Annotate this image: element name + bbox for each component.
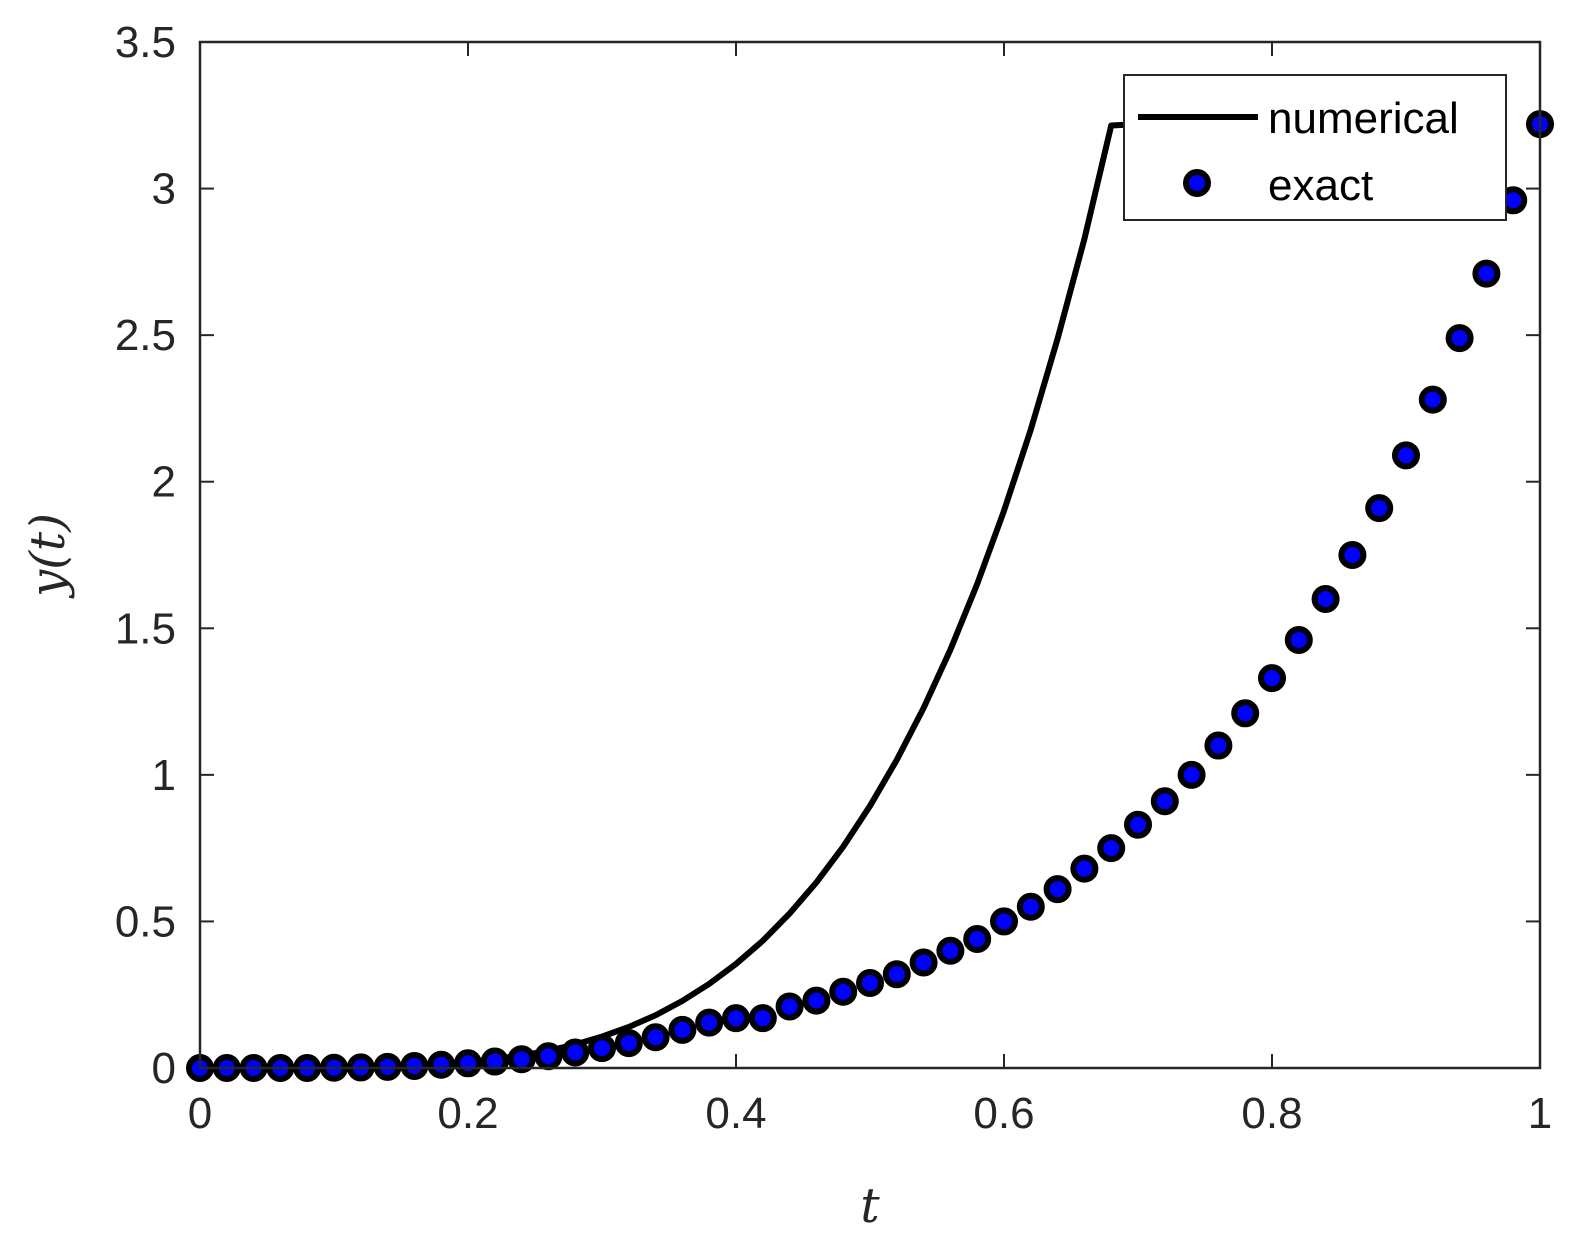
series-exact-point-36 <box>1150 787 1179 816</box>
legend: numerical exact <box>1123 74 1507 221</box>
series-exact-point-9 <box>427 1050 456 1079</box>
x-tick-label-4: 0.8 <box>1241 1089 1302 1138</box>
x-tick-label-2: 0.4 <box>705 1089 766 1138</box>
series-exact-point-16 <box>614 1029 643 1058</box>
series-exact-point-46 <box>1418 385 1447 414</box>
series-exact-point-14 <box>561 1038 590 1067</box>
series-exact-point-18 <box>668 1015 697 1044</box>
y-axis-label: y(t) <box>20 513 76 599</box>
legend-numerical-label: numerical <box>1268 94 1459 143</box>
series-exact-point-41 <box>1284 626 1313 655</box>
x-tick-label-1: 0.2 <box>437 1089 498 1138</box>
series-layer <box>186 110 1554 1082</box>
series-exact-point-31 <box>1016 892 1045 921</box>
series-exact-point-10 <box>454 1049 482 1078</box>
series-exact-point-21 <box>748 1004 777 1033</box>
series-exact-point-20 <box>722 1004 750 1033</box>
axes-box <box>198 40 1542 1070</box>
series-exact-point-28 <box>936 936 965 965</box>
series-exact-point-27 <box>909 948 938 977</box>
series-exact-point-12 <box>507 1045 536 1074</box>
series-exact-point-47 <box>1445 324 1474 353</box>
legend-exact-swatch <box>1183 169 1211 197</box>
series-exact-point-37 <box>1177 760 1206 789</box>
x-tick-label-0: 0 <box>188 1089 212 1138</box>
x-tick-label-5: 1 <box>1528 1089 1552 1138</box>
x-tick-label-3: 0.6 <box>973 1089 1034 1138</box>
legend-box <box>1123 74 1507 221</box>
series-exact-point-42 <box>1311 584 1340 613</box>
x-axis-label: t <box>860 1178 880 1234</box>
y-tick-label-5: 2.5 <box>115 311 176 360</box>
series-exact-point-38 <box>1204 731 1233 760</box>
series-exact-point-26 <box>882 960 911 989</box>
series-exact-point-43 <box>1338 541 1367 569</box>
series-exact-point-23 <box>802 986 831 1015</box>
y-tick-label-4: 2 <box>152 458 176 507</box>
series-exact-point-17 <box>641 1023 670 1052</box>
series-exact-point-45 <box>1392 441 1420 470</box>
series-exact-point-22 <box>775 992 804 1021</box>
series-exact-point-48 <box>1472 259 1501 288</box>
y-tick-label-7: 3.5 <box>115 18 176 67</box>
y-tick-label-6: 3 <box>152 165 176 214</box>
y-tick-label-1: 0.5 <box>115 897 176 946</box>
series-exact-point-35 <box>1124 810 1152 839</box>
y-tick-label-0: 0 <box>152 1044 176 1093</box>
series-exact-point-15 <box>588 1034 616 1063</box>
series-exact-point-33 <box>1070 854 1099 883</box>
series-exact-point-25 <box>856 968 884 997</box>
axis-tick-labels: 0 0.2 0.4 0.6 0.8 1 0 0.5 1 1.5 2 2.5 3 3.5 <box>115 18 1552 1138</box>
series-exact-point-8 <box>400 1051 429 1080</box>
series-exact-point-40 <box>1258 664 1286 693</box>
series-exact-point-39 <box>1231 699 1260 728</box>
series-exact-point-19 <box>695 1008 724 1037</box>
series-exact-point-32 <box>1043 875 1072 904</box>
y-tick-label-3: 1.5 <box>115 604 176 653</box>
series-exact-point-24 <box>829 977 858 1006</box>
series-exact-point-30 <box>990 907 1018 936</box>
legend-exact-label: exact <box>1268 161 1373 210</box>
series-exact-point-13 <box>534 1042 563 1071</box>
series-exact-point-44 <box>1365 494 1394 523</box>
series-exact-point-34 <box>1097 834 1126 863</box>
series-exact-point-11 <box>480 1047 509 1076</box>
series-exact-point-29 <box>963 925 992 954</box>
y-tick-label-2: 1 <box>152 751 176 800</box>
